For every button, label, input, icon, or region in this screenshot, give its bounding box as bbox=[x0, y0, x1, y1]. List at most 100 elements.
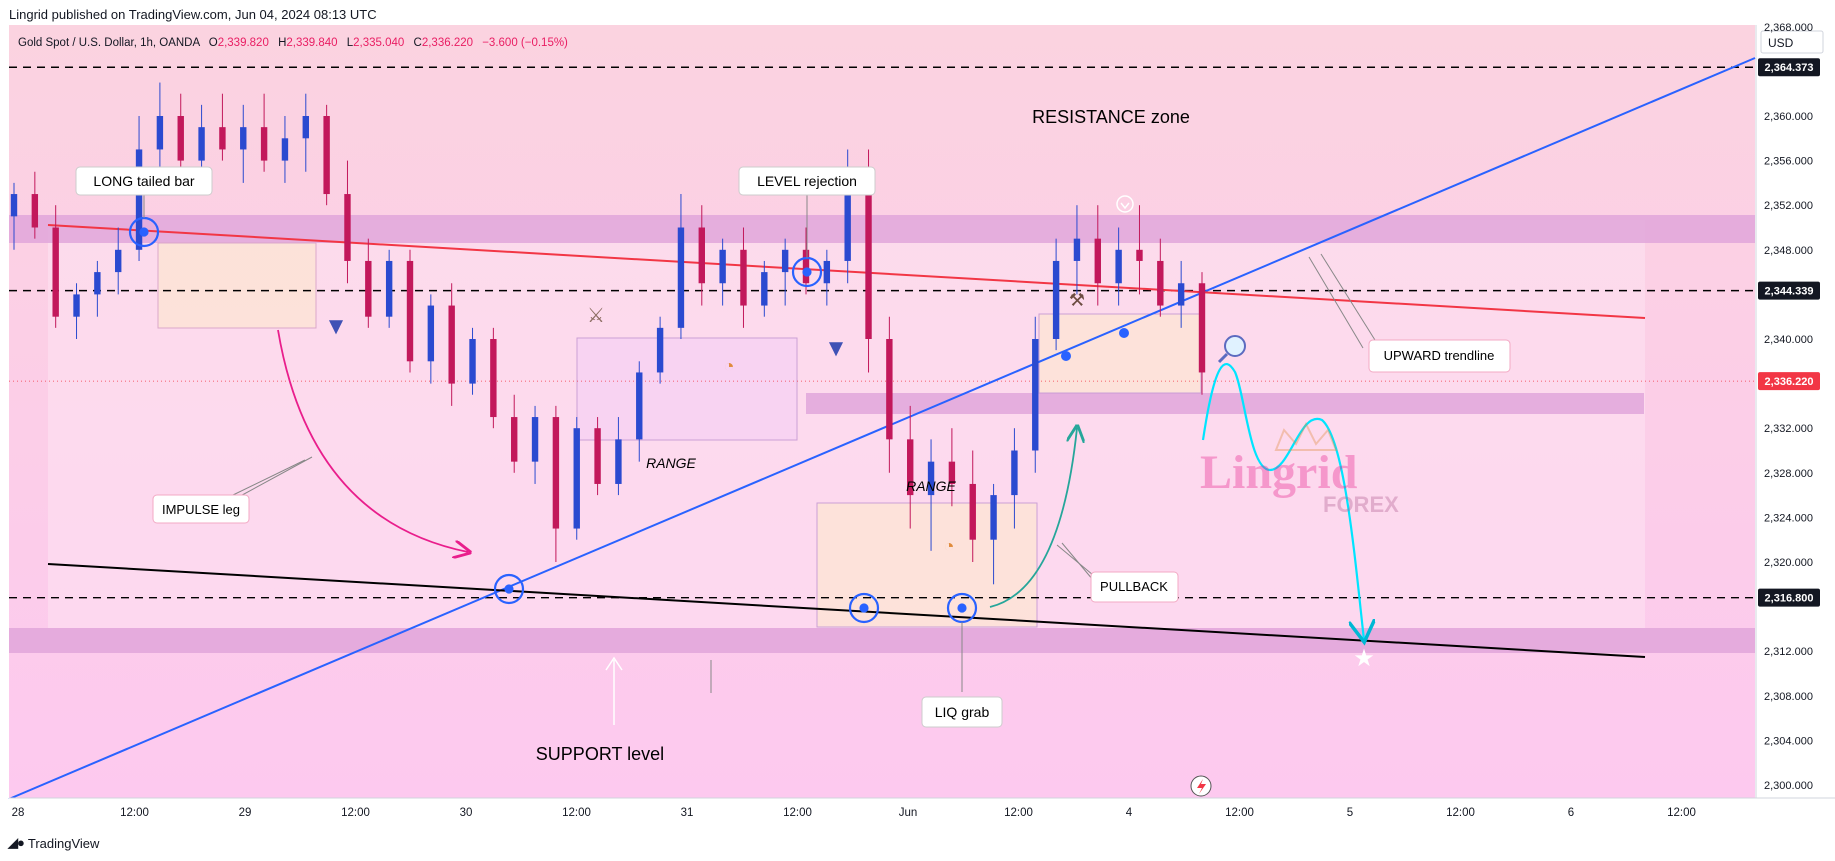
price-tag: 2,336.220 bbox=[1758, 372, 1820, 391]
y-tick-label: 2,356.000 bbox=[1764, 156, 1813, 168]
label-resistance-zone: RESISTANCE zone bbox=[1032, 107, 1190, 127]
candle bbox=[1177, 260, 1185, 328]
label-impulse-leg: IMPULSE leg bbox=[152, 494, 250, 524]
y-tick-label: 2,348.000 bbox=[1764, 245, 1813, 257]
candle bbox=[1136, 205, 1143, 295]
x-tick-label: 12:00 bbox=[1225, 807, 1254, 819]
tradingview-logo-icon: ◢● bbox=[8, 835, 25, 850]
svg-text:UPWARD trendline: UPWARD trendline bbox=[1384, 348, 1495, 363]
currency-box[interactable]: USD bbox=[1760, 30, 1824, 54]
candle bbox=[969, 450, 976, 562]
candle bbox=[323, 104, 330, 206]
candle bbox=[656, 316, 664, 384]
candle bbox=[552, 405, 560, 562]
svg-text:Gold Spot / U.S. Dollar, 1h, O: Gold Spot / U.S. Dollar, 1h, OANDA O2,33… bbox=[18, 37, 568, 49]
label-support-level: SUPPORT level bbox=[536, 744, 664, 764]
candle bbox=[531, 405, 539, 484]
candle bbox=[761, 260, 768, 317]
candle bbox=[698, 205, 705, 306]
label-long-tailed-bar: LONG tailed bar bbox=[75, 166, 213, 196]
candle bbox=[1115, 227, 1122, 306]
star-icon: ★ bbox=[1353, 645, 1375, 672]
x-tick-label: 4 bbox=[1126, 807, 1133, 819]
y-tick-label: 2,352.000 bbox=[1764, 200, 1813, 212]
candle bbox=[781, 238, 789, 306]
svg-text:Lingrid: Lingrid bbox=[1200, 446, 1358, 499]
candle bbox=[594, 417, 601, 496]
candle bbox=[365, 238, 372, 328]
label-upward-trendline: UPWARD trendline bbox=[1368, 339, 1511, 373]
label-pullback: PULLBACK bbox=[1090, 571, 1179, 603]
candle bbox=[1157, 238, 1164, 317]
price-axis[interactable] bbox=[1756, 25, 1835, 798]
svg-text:2,316.800: 2,316.800 bbox=[1765, 593, 1814, 605]
candle bbox=[823, 249, 831, 306]
x-tick-label: 12:00 bbox=[1446, 807, 1475, 819]
candle bbox=[1198, 272, 1206, 395]
x-tick-label: 12:00 bbox=[1667, 807, 1696, 819]
trend-touch-point-2 bbox=[1119, 328, 1129, 338]
upward-trendline[interactable] bbox=[8, 57, 1756, 800]
candle bbox=[219, 93, 226, 161]
x-tick-label: 31 bbox=[681, 807, 694, 819]
candle bbox=[52, 205, 59, 328]
y-axis-ticks: 2,380.0002,376.0002,372.0002,368.0002,36… bbox=[1764, 22, 1813, 792]
support-trendline[interactable] bbox=[47, 563, 1646, 658]
y-tick-label: 2,360.000 bbox=[1764, 111, 1813, 123]
x-tick-label: 12:00 bbox=[562, 807, 591, 819]
y-tick-label: 2,368.000 bbox=[1764, 22, 1813, 34]
lightning-icon[interactable] bbox=[1190, 775, 1212, 797]
y-tick-label: 2,320.000 bbox=[1764, 557, 1813, 569]
price-tags: 2,364.373 2,344.339 2,336.220 2,316.800 bbox=[1758, 58, 1820, 607]
crossed-swords-icon: ⚔ bbox=[587, 305, 605, 327]
snail-icon: ◔ bbox=[724, 356, 735, 376]
candle bbox=[802, 227, 810, 295]
candle bbox=[615, 417, 622, 496]
range-box-2 bbox=[816, 502, 1038, 628]
candle bbox=[1073, 205, 1081, 295]
candle bbox=[1032, 316, 1039, 473]
candle bbox=[31, 171, 39, 239]
candle bbox=[907, 405, 914, 529]
candle bbox=[240, 104, 247, 183]
candle bbox=[94, 260, 101, 317]
time-axis[interactable] bbox=[9, 798, 1756, 823]
trend-touch-point-1 bbox=[1061, 351, 1071, 361]
candle bbox=[573, 417, 580, 540]
x-tick-label: Jun bbox=[899, 807, 918, 819]
alert-down-icon[interactable] bbox=[1116, 195, 1134, 213]
price-tag: 2,344.339 bbox=[1758, 281, 1820, 300]
footer-brand[interactable]: ◢● TradingView bbox=[8, 835, 99, 851]
candle bbox=[156, 82, 164, 183]
candle bbox=[469, 327, 476, 395]
candle bbox=[927, 439, 935, 551]
projection-path bbox=[1201, 363, 1364, 640]
footer-brand-label: TradingView bbox=[27, 835, 100, 851]
y-tick-label: 2,312.000 bbox=[1764, 646, 1813, 658]
label-level-rejection: LEVEL rejection bbox=[738, 166, 876, 196]
candle bbox=[1011, 428, 1018, 529]
svg-text:2,364.373: 2,364.373 bbox=[1765, 62, 1814, 74]
candle bbox=[260, 93, 268, 172]
x-tick-label: 29 bbox=[239, 807, 252, 819]
y-tick-label: 2,332.000 bbox=[1764, 423, 1813, 435]
publish-info: Lingrid published on TradingView.com, Ju… bbox=[9, 7, 377, 22]
resistance-trendline[interactable] bbox=[47, 224, 1646, 319]
candle bbox=[385, 249, 393, 328]
rocket-icon: ▼ bbox=[824, 335, 848, 362]
x-axis-ticks: 28 12:00 29 12:00 30 12:00 31 12:00 Jun 12:00 4 12:… bbox=[12, 807, 1696, 819]
svg-text:2,344.339: 2,344.339 bbox=[1765, 286, 1814, 298]
candle bbox=[636, 361, 643, 462]
candles bbox=[10, 82, 1206, 585]
candle bbox=[10, 182, 18, 250]
label-range-2: RANGE bbox=[906, 478, 956, 494]
svg-text:IMPULSE leg: IMPULSE leg bbox=[162, 502, 240, 517]
candle bbox=[511, 394, 518, 473]
x-tick-label: 12:00 bbox=[783, 807, 812, 819]
candle bbox=[406, 249, 414, 373]
label-range-1: RANGE bbox=[646, 455, 696, 471]
magnifier-icon bbox=[1217, 335, 1246, 364]
support-zone-band bbox=[9, 628, 1755, 653]
x-tick-label: 12:00 bbox=[120, 807, 149, 819]
